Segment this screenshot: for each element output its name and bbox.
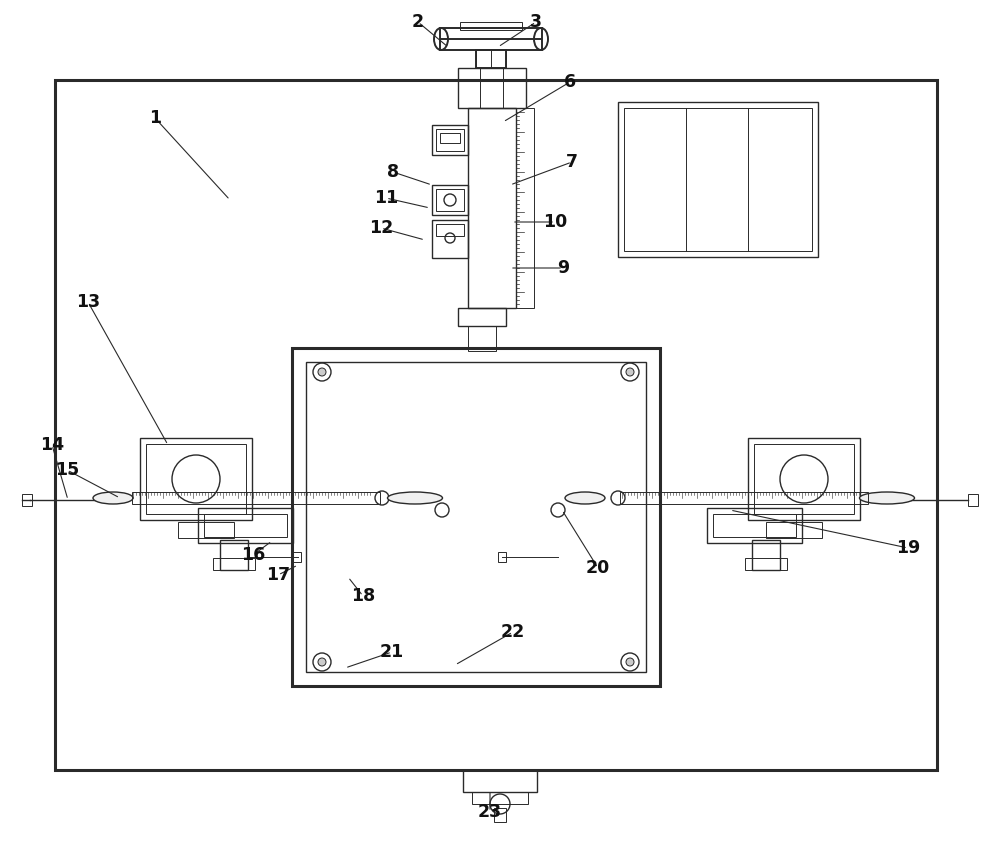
Bar [472,792,528,804]
Bar [516,108,534,308]
Bar [968,494,978,506]
Bar [55,80,937,770]
Bar [432,220,468,258]
Bar [132,492,380,504]
Bar [146,444,246,514]
Text: 14: 14 [40,436,64,454]
Circle shape [318,658,326,666]
Bar [468,326,496,351]
Bar [745,558,787,570]
Bar [292,348,660,686]
Bar [436,189,464,211]
Bar [468,108,516,308]
Ellipse shape [388,492,442,504]
Text: 17: 17 [266,566,290,584]
Circle shape [626,368,634,376]
Bar [460,22,522,30]
Bar [458,68,526,108]
Text: 3: 3 [530,13,542,31]
Ellipse shape [860,492,914,504]
Bar [752,540,780,570]
Bar [432,185,468,215]
Bar [624,108,812,251]
Bar [620,492,868,504]
Text: 23: 23 [478,803,502,821]
Text: 19: 19 [896,539,920,557]
Text: 2: 2 [412,13,424,31]
Bar [213,558,255,570]
Text: 21: 21 [380,643,404,661]
Bar [618,102,818,257]
Bar [306,362,646,672]
Bar [220,540,248,570]
Bar [178,522,234,538]
Ellipse shape [565,492,605,504]
Bar [463,770,537,792]
Text: 20: 20 [586,559,610,577]
Text: 18: 18 [351,587,375,605]
Text: 7: 7 [566,153,578,171]
Bar [476,50,506,68]
Bar [436,129,464,151]
Bar [766,522,822,538]
Bar [440,28,542,50]
Text: 12: 12 [369,219,393,237]
Bar [140,438,252,520]
Bar [440,133,460,143]
Ellipse shape [93,492,133,504]
Text: 13: 13 [76,293,100,311]
Bar [432,125,468,155]
Bar [293,552,301,562]
Text: 1: 1 [149,109,161,127]
Bar [748,438,860,520]
Bar [498,552,506,562]
Text: 22: 22 [501,623,525,641]
Circle shape [626,658,634,666]
Text: 11: 11 [374,189,398,207]
Text: 15: 15 [55,461,79,479]
Bar [204,514,287,537]
Bar [458,308,506,326]
Text: 6: 6 [564,73,576,91]
Bar [198,508,293,543]
Bar [436,224,464,236]
Circle shape [318,368,326,376]
Bar [494,808,506,822]
Text: 8: 8 [387,163,399,181]
Bar [754,444,854,514]
Bar [22,494,32,506]
Bar [476,50,506,68]
Bar [707,508,802,543]
Bar [713,514,796,537]
Text: 10: 10 [543,213,567,231]
Text: 9: 9 [557,259,569,277]
Text: 16: 16 [241,546,265,564]
